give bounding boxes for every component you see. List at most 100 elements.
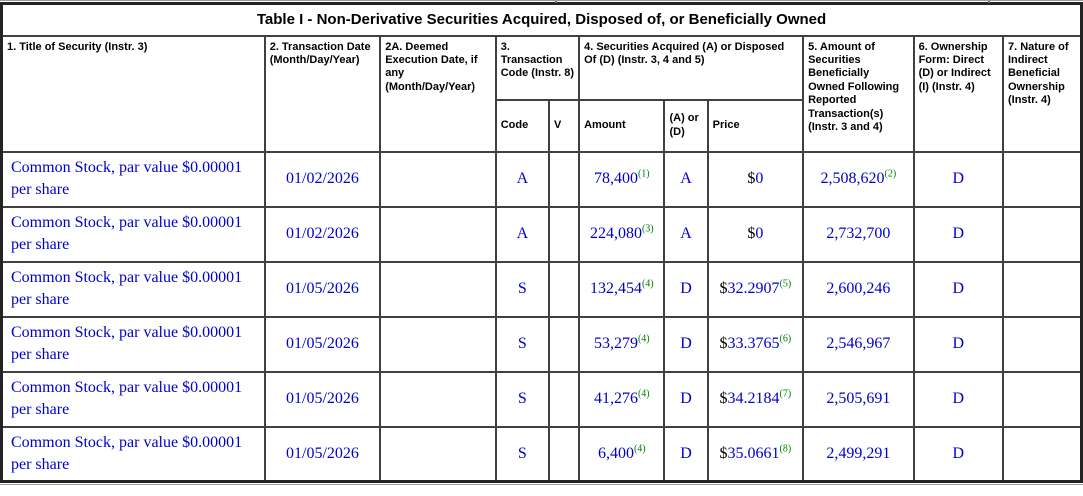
v-cell (547, 205, 581, 263)
price-value: 33.3765 (727, 335, 780, 352)
price-value: 0 (755, 170, 764, 187)
footnote-ref: (4) (641, 278, 654, 290)
amount-value: 41,276 (593, 390, 638, 407)
nature-of-ownership-cell (1001, 315, 1083, 373)
transaction-date-cell: 01/05/2026 (263, 260, 382, 318)
footnote-ref: (8) (779, 443, 792, 455)
footnote-ref: (1) (637, 168, 650, 180)
dollar-sign: $ (747, 170, 756, 187)
shares-owned-cell: 2,505,691 (802, 370, 915, 428)
transaction-code-cell: A (494, 205, 550, 263)
next-table-top-edge (0, 483, 1083, 485)
price-cell: $34.2184(7) (706, 370, 805, 428)
price-value: 0 (755, 225, 764, 242)
shares-owned-value: 2,546,967 (826, 335, 891, 352)
acquired-disposed-cell: D (663, 425, 709, 483)
shares-owned-cell: 2,546,967 (802, 315, 915, 373)
amount-cell: 41,276(4) (578, 370, 666, 428)
amount-value: 6,400 (597, 444, 634, 462)
shares-owned-cell: 2,600,246 (802, 260, 915, 318)
footnote-ref: (7) (779, 388, 792, 400)
security-title-cell: Common Stock, par value $0.00001 per sha… (0, 150, 266, 208)
header-securities-acquired-disposed: 4. Securities Acquired (A) or Disposed O… (578, 34, 805, 101)
transaction-code-cell: S (494, 260, 550, 318)
header-amount-beneficially-owned: 5. Amount of Securities Beneficially Own… (802, 34, 915, 153)
footnote-ref: (3) (641, 223, 654, 235)
acquired-disposed-cell: D (663, 315, 709, 373)
shares-owned-cell: 2,499,291 (802, 425, 915, 483)
price-cell: $32.2907(5) (706, 260, 805, 318)
amount-cell: 53,279(4) (578, 315, 666, 373)
v-cell (547, 150, 581, 208)
amount-value: 53,279 (593, 335, 638, 352)
deemed-execution-date-cell (379, 425, 497, 483)
security-title-cell: Common Stock, par value $0.00001 per sha… (0, 370, 266, 428)
price-cell: $0 (706, 150, 805, 208)
shares-owned-cell: 2,732,700 (802, 205, 915, 263)
transaction-date-cell: 01/05/2026 (263, 370, 382, 428)
table-row: Common Stock, par value $0.00001 per sha… (0, 370, 1083, 428)
v-cell (547, 260, 581, 318)
footnote-ref: (2) (884, 168, 897, 180)
transactions-body: Common Stock, par value $0.00001 per sha… (0, 150, 1083, 483)
acquired-disposed-cell: D (663, 260, 709, 318)
table-row: Common Stock, par value $0.00001 per sha… (0, 205, 1083, 263)
shares-owned-value: 2,732,700 (826, 225, 891, 242)
ownership-form-cell: D (912, 260, 1004, 318)
amount-value: 132,454 (589, 280, 642, 297)
amount-cell: 78,400(1) (578, 150, 666, 208)
header-deemed-execution-date: 2A. Deemed Execution Date, if any (Month… (379, 34, 497, 153)
deemed-execution-date-cell (379, 150, 497, 208)
deemed-execution-date-cell (379, 205, 497, 263)
deemed-execution-date-cell (379, 315, 497, 373)
price-cell: $0 (706, 205, 805, 263)
amount-cell: 224,080(3) (578, 205, 666, 263)
table-row: Common Stock, par value $0.00001 per sha… (0, 260, 1083, 318)
v-cell (547, 370, 581, 428)
nature-of-ownership-cell (1001, 150, 1083, 208)
header-nature-of-indirect-ownership: 7. Nature of Indirect Beneficial Ownersh… (1001, 34, 1083, 153)
nature-of-ownership-cell (1001, 260, 1083, 318)
subheader-v: V (547, 98, 581, 153)
transaction-code-cell: S (494, 370, 550, 428)
deemed-execution-date-cell (379, 260, 497, 318)
shares-owned-value: 2,499,291 (826, 444, 891, 462)
subheader-a-or-d: (A) or (D) (663, 98, 709, 153)
shares-owned-value: 2,505,691 (826, 390, 891, 407)
amount-cell: 132,454(4) (578, 260, 666, 318)
remnant-column-tick (555, 1, 557, 3)
price-cell: $33.3765(6) (706, 315, 805, 373)
security-title-cell: Common Stock, par value $0.00001 per sha… (0, 425, 266, 483)
shares-owned-cell: 2,508,620(2) (802, 150, 915, 208)
table-row: Common Stock, par value $0.00001 per sha… (0, 425, 1083, 483)
security-title-cell: Common Stock, par value $0.00001 per sha… (0, 315, 266, 373)
ownership-form-cell: D (912, 150, 1004, 208)
transaction-date-cell: 01/05/2026 (263, 315, 382, 373)
nature-of-ownership-cell (1001, 370, 1083, 428)
ownership-form-cell: D (912, 425, 1004, 483)
header-transaction-code: 3. Transaction Code (Instr. 8) (494, 34, 581, 101)
amount-value: 78,400 (593, 170, 638, 187)
price-value: 35.0661 (727, 444, 780, 462)
subheader-code: Code (494, 98, 550, 153)
security-title-cell: Common Stock, par value $0.00001 per sha… (0, 205, 266, 263)
dollar-sign: $ (719, 280, 728, 297)
acquired-disposed-cell: A (663, 205, 709, 263)
dollar-sign: $ (719, 390, 728, 407)
nature-of-ownership-cell (1001, 205, 1083, 263)
shares-owned-value: 2,508,620 (820, 170, 885, 187)
remnant-column-tick (988, 1, 990, 3)
subheader-price: Price (706, 98, 805, 153)
header-transaction-date: 2. Transaction Date (Month/Day/Year) (263, 34, 382, 153)
subheader-amount: Amount (578, 98, 666, 153)
footnote-ref: (4) (633, 443, 646, 455)
footnote-ref: (4) (637, 388, 650, 400)
previous-table-bottom-edge (0, 0, 1083, 3)
header-ownership-form: 6. Ownership Form: Direct (D) or Indirec… (912, 34, 1004, 153)
amount-cell: 6,400(4) (578, 425, 666, 483)
price-cell: $35.0661(8) (706, 425, 805, 483)
amount-value: 224,080 (589, 225, 642, 242)
acquired-disposed-cell: D (663, 370, 709, 428)
table-row: Common Stock, par value $0.00001 per sha… (0, 315, 1083, 373)
